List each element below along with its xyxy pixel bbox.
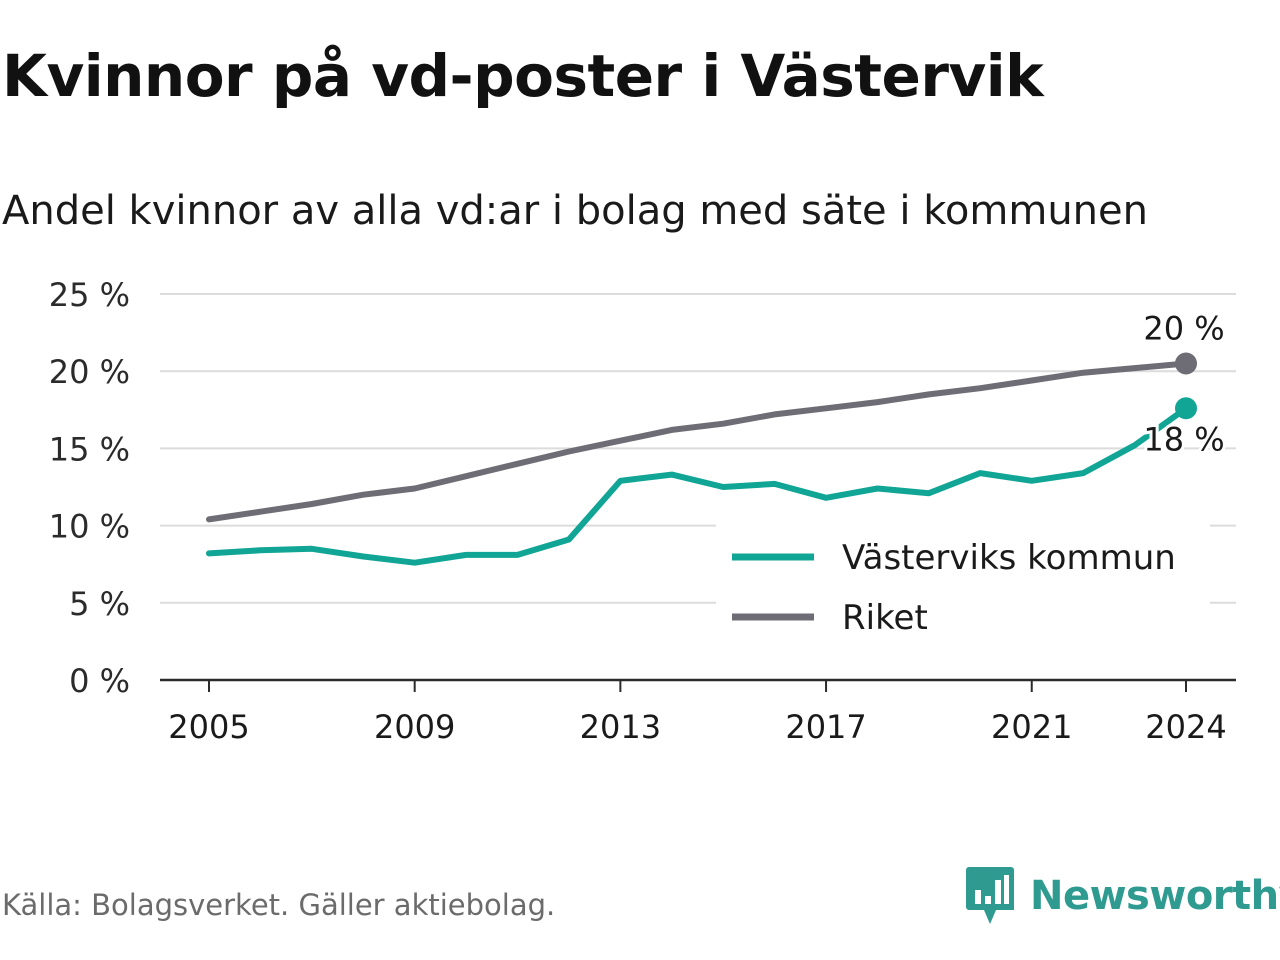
brand: Newsworthy — [966, 866, 1280, 926]
chart-title: Kvinnor på vd-poster i Västervik — [2, 42, 1044, 110]
series-end-point — [1175, 397, 1197, 420]
x-axis: 2005 2009 2013 2017 2021 2024 — [160, 678, 1236, 746]
x-tick-label: 2024 — [1145, 708, 1226, 746]
y-tick-label: 10 % — [49, 508, 130, 546]
y-tick-label: 20 % — [49, 353, 130, 391]
legend: Västerviks kommun Riket — [716, 524, 1210, 640]
y-tick-label: 15 % — [49, 430, 130, 468]
x-tick-label: 2005 — [168, 708, 249, 746]
end-label: 18 % — [1143, 420, 1224, 458]
brand-name: Newsworthy — [1030, 873, 1280, 919]
y-tick-label: 0 % — [69, 662, 130, 700]
x-tick-label: 2013 — [580, 708, 661, 746]
legend-label: Västerviks kommun — [842, 538, 1176, 578]
series-end-point — [1175, 352, 1197, 375]
series-line — [206, 360, 1189, 523]
legend-label: Riket — [842, 598, 928, 638]
end-labels: 20 % 18 % — [1140, 309, 1227, 461]
series-layer — [206, 352, 1197, 566]
y-tick-label: 25 % — [49, 276, 130, 314]
source-note: Källa: Bolagsverket. Gäller aktiebolag. — [2, 888, 556, 922]
series-line — [206, 405, 1189, 566]
x-tick-label: 2009 — [374, 708, 455, 746]
x-tick-label: 2017 — [785, 708, 866, 746]
newsworthy-logo-icon — [966, 867, 1014, 924]
y-tick-label: 5 % — [69, 585, 130, 623]
legend-background — [716, 524, 1210, 640]
chart-subtitle: Andel kvinnor av alla vd:ar i bolag med … — [2, 188, 1148, 234]
y-axis: 0 % 5 % 10 % 15 % 20 % 25 % — [49, 276, 130, 700]
x-tick-label: 2021 — [991, 708, 1072, 746]
end-label: 20 % — [1143, 309, 1224, 347]
